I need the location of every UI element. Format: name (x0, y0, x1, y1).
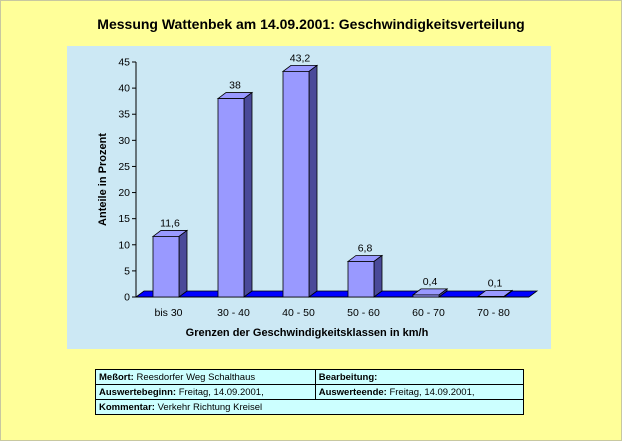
auswerteende-label: Auswerteende: (318, 386, 387, 398)
x-tick-label: 40 - 50 (282, 307, 315, 319)
chart-title: Messung Wattenbek am 14.09.2001: Geschwi… (97, 16, 525, 32)
x-axis-title: Grenzen der Geschwindigkeitsklassen in k… (186, 327, 429, 339)
y-tick-label: 45 (118, 57, 130, 69)
auswerteende-cell: Auswerteende: Freitag, 14.09.2001, (314, 384, 525, 400)
bar-chart: 0 5 10 15 20 25 30 35 40 45 11,6 bis 30 38 30 - 40 43,… (97, 52, 539, 339)
bar (477, 296, 505, 298)
bar (217, 98, 245, 298)
data-label: 0,1 (488, 277, 503, 289)
data-label: 0,4 (423, 276, 438, 288)
bar-side (243, 91, 253, 298)
x-tick-label: 60 - 70 (412, 307, 445, 319)
y-tick-label: 25 (118, 161, 130, 173)
bar-side (308, 64, 318, 298)
messort-value: Reesdorfer Weg Schalthaus (136, 371, 256, 383)
bearbeitung-label: Bearbeitung: (318, 371, 378, 383)
kommentar-label: Kommentar: (99, 401, 155, 413)
info-row: Kommentar: Verkehr Richtung Kreisel (95, 399, 524, 415)
y-tick-label: 35 (118, 109, 130, 121)
bar (152, 236, 180, 298)
y-tick-label: 15 (118, 213, 130, 225)
x-tick-label: bis 30 (154, 307, 182, 319)
y-tick-label: 40 (118, 83, 130, 95)
data-label: 38 (229, 80, 241, 92)
info-row: Auswertebeginn: Freitag, 14.09.2001, Aus… (95, 384, 525, 400)
info-row: Meßort: Reesdorfer Weg Schalthaus Bearbe… (95, 369, 525, 385)
bar-side (178, 229, 188, 298)
kommentar-cell: Kommentar: Verkehr Richtung Kreisel (95, 399, 524, 415)
x-tick-label: 30 - 40 (217, 307, 250, 319)
y-tick-label: 5 (124, 265, 130, 277)
bar (412, 294, 440, 298)
y-tick-label: 10 (118, 239, 130, 251)
y-tick-label: 20 (118, 187, 130, 199)
info-table: Meßort: Reesdorfer Weg Schalthaus Bearbe… (95, 369, 525, 415)
chart-floor (134, 290, 539, 298)
messort-label: Meßort: (99, 371, 134, 383)
bearbeitung-cell: Bearbeitung: (314, 369, 525, 385)
auswertebeginn-value: Freitag, 14.09.2001, (178, 386, 264, 398)
x-tick-label: 70 - 80 (477, 307, 510, 319)
auswerteende-value: Freitag, 14.09.2001, (389, 386, 475, 398)
auswertebeginn-cell: Auswertebeginn: Freitag, 14.09.2001, (95, 384, 316, 400)
bar-side (373, 254, 383, 298)
messort-cell: Meßort: Reesdorfer Weg Schalthaus (95, 369, 316, 385)
kommentar-value: Verkehr Richtung Kreisel (157, 401, 263, 413)
bar (347, 261, 375, 298)
y-tick-label: 30 (118, 135, 130, 147)
y-tick-label: 0 (124, 292, 130, 304)
auswertebeginn-label: Auswertebeginn: (99, 386, 177, 398)
bar (282, 70, 310, 298)
y-axis-title: Anteile in Prozent (97, 133, 109, 226)
x-tick-label: 50 - 60 (347, 307, 380, 319)
data-label: 6,8 (358, 242, 373, 254)
data-label: 11,6 (160, 217, 180, 229)
data-label: 43,2 (290, 52, 311, 64)
